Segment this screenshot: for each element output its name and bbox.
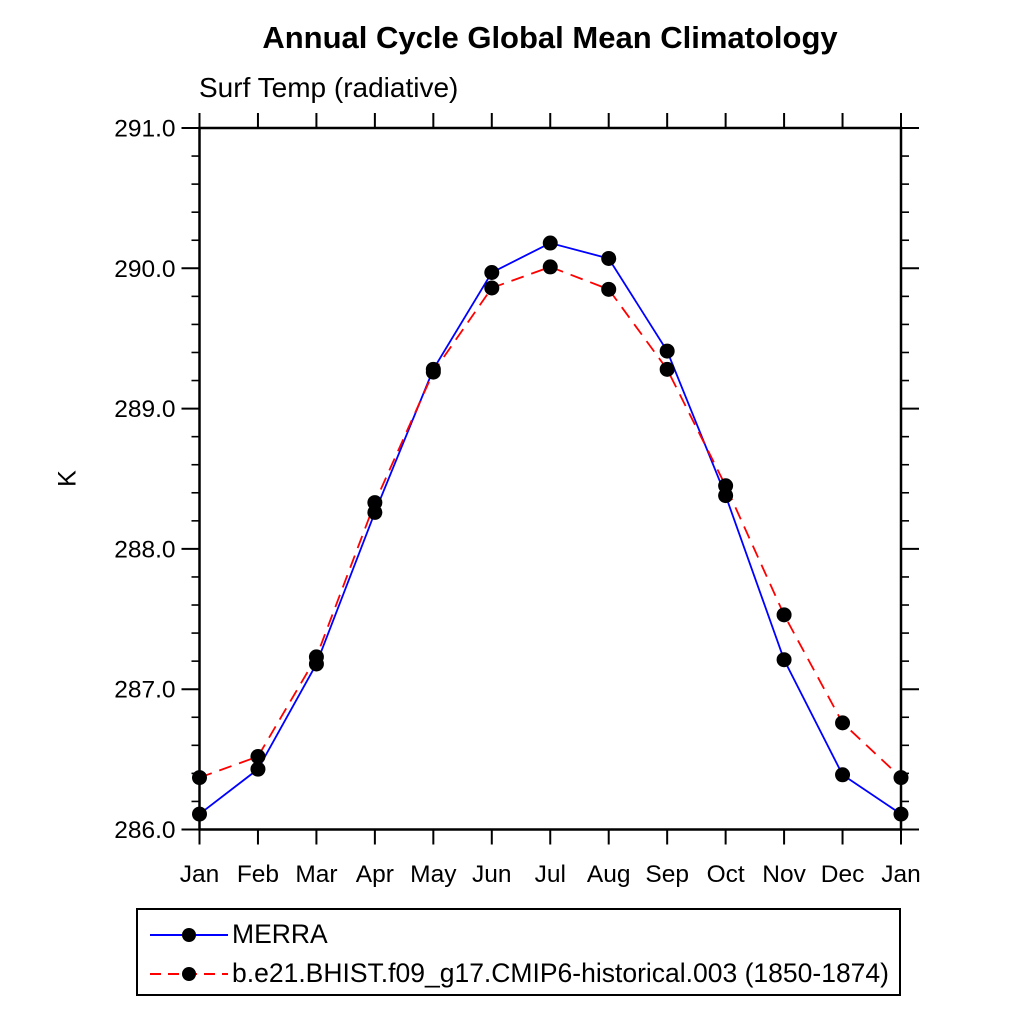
data-point-marker bbox=[776, 652, 792, 668]
x-tick-label: Oct bbox=[707, 861, 745, 888]
legend-line-sample-dashed bbox=[150, 966, 228, 981]
data-point-marker bbox=[192, 806, 207, 822]
data-point-marker bbox=[601, 250, 617, 266]
y-tick-label: 287.0 bbox=[114, 677, 175, 704]
y-tick-label: 289.0 bbox=[114, 396, 175, 423]
legend-label: b.e21.BHIST.f09_g17.CMIP6-historical.003… bbox=[232, 958, 889, 989]
y-tick-label: 290.0 bbox=[114, 256, 175, 283]
data-point-marker bbox=[308, 649, 324, 665]
legend-item-model: b.e21.BHIST.f09_g17.CMIP6-historical.003… bbox=[138, 954, 899, 993]
data-point-marker bbox=[367, 495, 383, 511]
y-tick-label: 288.0 bbox=[114, 536, 175, 563]
x-tick-label: Jan bbox=[881, 861, 921, 888]
y-tick-label: 286.0 bbox=[114, 817, 175, 844]
x-tick-label: Jan bbox=[180, 861, 220, 888]
legend-line-sample-solid bbox=[150, 927, 228, 942]
series-line-dashed bbox=[199, 265, 902, 779]
x-tick-label: May bbox=[410, 861, 457, 888]
legend-marker-icon bbox=[182, 966, 196, 981]
data-point-marker bbox=[250, 761, 266, 777]
data-point-marker bbox=[659, 361, 675, 377]
data-point-marker bbox=[835, 767, 851, 783]
data-point-marker bbox=[835, 715, 851, 731]
chart-subtitle: Surf Temp (radiative) bbox=[199, 72, 459, 103]
series-line-solid bbox=[198, 242, 902, 815]
data-point-marker bbox=[542, 259, 558, 275]
x-tick-label: Feb bbox=[237, 861, 279, 888]
legend-box: MERRA b.e21.BHIST.f09_g17.CMIP6-historic… bbox=[136, 908, 901, 996]
data-point-marker bbox=[484, 265, 500, 281]
data-point-marker bbox=[250, 749, 266, 765]
data-point-marker bbox=[659, 343, 675, 359]
data-point-marker bbox=[893, 806, 909, 822]
x-tick-label: Dec bbox=[821, 861, 865, 888]
legend-label: MERRA bbox=[232, 919, 328, 950]
data-point-marker bbox=[484, 280, 500, 296]
data-point-marker bbox=[192, 770, 207, 786]
data-point-marker bbox=[542, 235, 558, 251]
x-tick-label: Jun bbox=[472, 861, 512, 888]
x-tick-label: Nov bbox=[762, 861, 806, 888]
x-tick-label: Aug bbox=[587, 861, 631, 888]
x-tick-label: Mar bbox=[295, 861, 337, 888]
x-tick-label: Apr bbox=[356, 861, 394, 888]
y-tick-label: 291.0 bbox=[114, 116, 175, 143]
x-tick-label: Jul bbox=[535, 861, 566, 888]
data-point-marker bbox=[601, 281, 617, 297]
plot-frame bbox=[198, 126, 903, 831]
data-point-marker bbox=[776, 607, 792, 623]
legend-item-merra: MERRA bbox=[138, 915, 899, 954]
data-point-marker bbox=[718, 478, 734, 494]
data-point-marker bbox=[425, 364, 441, 380]
data-point-marker bbox=[893, 770, 909, 786]
chart-title: Annual Cycle Global Mean Climatology bbox=[262, 20, 838, 55]
x-tick-label: Sep bbox=[645, 861, 689, 888]
legend-marker-icon bbox=[182, 927, 196, 942]
